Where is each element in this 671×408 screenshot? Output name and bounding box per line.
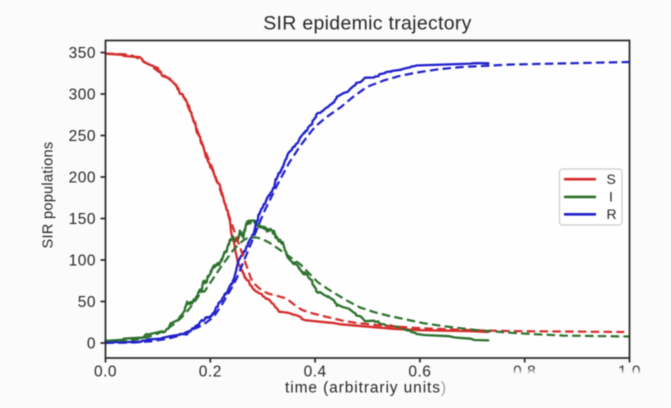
svg-text:300: 300 [69,87,96,104]
svg-text:0: 0 [87,336,96,353]
svg-text:0.0: 0.0 [94,364,117,381]
svg-text:S: S [607,171,616,187]
svg-text:I: I [609,189,613,205]
svg-text:time (arbitrariy units): time (arbitrariy units) [285,380,447,397]
svg-text:50: 50 [78,294,96,311]
svg-text:0.2: 0.2 [199,364,222,381]
svg-text:150: 150 [69,211,96,228]
svg-text:200: 200 [69,170,96,187]
svg-text:0.6: 0.6 [408,364,431,381]
svg-text:250: 250 [69,128,96,145]
svg-text:SIR populations: SIR populations [41,142,57,249]
svg-text:R: R [607,206,617,222]
svg-text:0.4: 0.4 [304,364,327,381]
svg-text:SIR epidemic trajectory: SIR epidemic trajectory [263,13,471,35]
svg-text:100: 100 [69,253,96,270]
svg-text:350: 350 [69,45,96,62]
